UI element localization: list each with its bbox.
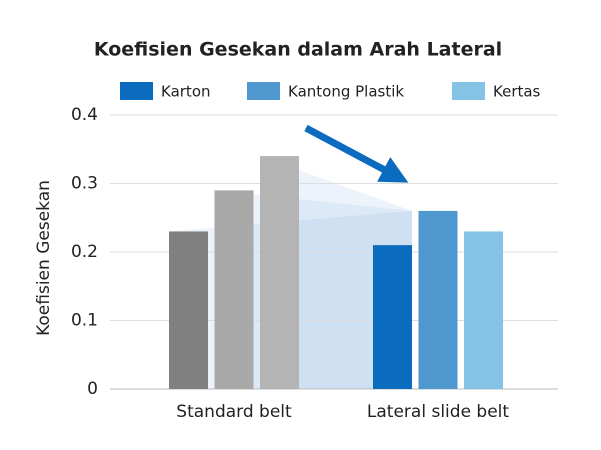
bar — [260, 156, 299, 389]
bar — [169, 231, 208, 389]
legend-label: Kertas — [493, 83, 541, 101]
y-axis-label: Koefisien Gesekan — [34, 180, 54, 336]
legend-swatch — [452, 82, 485, 100]
y-tick-label: 0.2 — [71, 242, 98, 262]
x-tick-label: Lateral slide belt — [367, 402, 509, 422]
y-tick-label: 0.1 — [71, 311, 98, 331]
legend-swatch — [247, 82, 280, 100]
bar — [418, 210, 458, 389]
chart-title: Koefisien Gesekan dalam Arah Lateral — [94, 39, 502, 61]
bar — [214, 190, 254, 389]
legend-label: Karton — [161, 83, 211, 101]
legend-swatch — [120, 82, 153, 100]
y-tick-label: 0.3 — [71, 174, 98, 194]
bar — [464, 231, 503, 389]
plot: 0 0.1 0.2 0.3 0.4 Karton Kantong Plastik Kertas… — [71, 82, 558, 422]
x-tick-label: Standard belt — [176, 402, 292, 422]
arrow — [304, 124, 409, 183]
y-tick-label: 0 — [87, 379, 98, 399]
legend-label: Kantong Plastik — [288, 83, 404, 101]
y-tick-label: 0.4 — [71, 105, 98, 125]
bar — [373, 245, 412, 389]
